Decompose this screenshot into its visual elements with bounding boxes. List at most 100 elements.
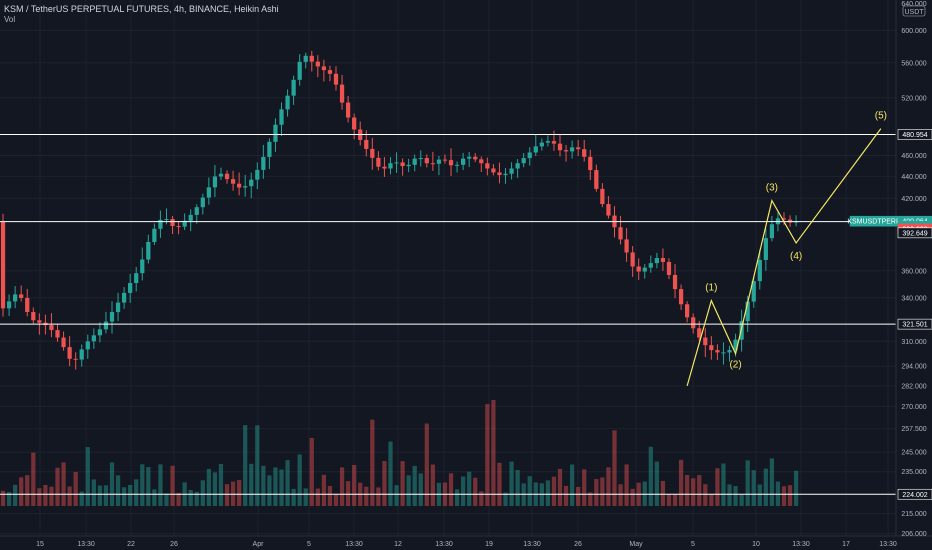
candle-body <box>769 224 775 239</box>
volume-bar <box>654 461 659 506</box>
volume-bar <box>557 468 563 506</box>
volume-bar <box>333 493 339 506</box>
price-axis[interactable]: 600.000 560.000 520.000 460.000 440.000 420.0… <box>901 28 926 538</box>
currency-badge[interactable] <box>902 5 926 17</box>
volume-bar <box>606 467 611 506</box>
volume-bar <box>430 464 435 506</box>
time-axis-label: 13:30 <box>77 541 95 548</box>
volume-bar <box>545 480 551 506</box>
volume-bar <box>212 472 218 506</box>
volume-bar <box>243 425 248 506</box>
candle-body <box>115 302 121 313</box>
candle-body <box>545 141 551 143</box>
volume-bar <box>418 473 423 506</box>
candle-body <box>140 259 145 274</box>
candle-body <box>339 84 345 103</box>
volume-bar <box>364 486 369 506</box>
volume-bar <box>249 463 254 506</box>
time-axis-label: 15 <box>36 541 44 548</box>
volume-bar <box>473 477 478 506</box>
volume-bar <box>121 487 127 506</box>
candle-body <box>218 173 224 177</box>
price-axis-label: 206.000 <box>901 531 926 538</box>
candle-body <box>37 320 42 323</box>
candle-body <box>509 168 514 174</box>
volume-bar <box>327 486 333 506</box>
volume-bar <box>19 477 24 506</box>
candle-body <box>212 176 218 188</box>
volume-bar <box>448 473 454 506</box>
volume-bar <box>424 423 429 506</box>
volume-bar <box>678 459 684 506</box>
volume-bar <box>297 454 302 506</box>
candle-body <box>327 70 333 74</box>
candle-body <box>442 159 448 161</box>
time-axis[interactable]: 15 13:30 22 26 Apr 5 13:30 12 13:30 19 13:30 26 May 5… <box>36 541 897 548</box>
candle-body <box>291 79 296 96</box>
volume-bar <box>388 441 393 506</box>
volume-bar <box>412 465 417 506</box>
candle-body <box>515 163 520 169</box>
volume-bar <box>672 494 678 506</box>
candle-body <box>715 350 720 353</box>
volume-bar <box>55 467 60 506</box>
candle-body <box>188 214 193 221</box>
price-axis-label: 520.000 <box>901 95 926 102</box>
volume-bar <box>569 464 575 506</box>
candle-body <box>418 158 423 160</box>
candle-body <box>243 186 248 188</box>
price-axis-label: 420.000 <box>901 196 926 203</box>
candle-body <box>0 221 6 309</box>
horizontal-levels[interactable] <box>0 134 896 495</box>
candle-body <box>757 259 762 282</box>
volume-bar <box>660 480 666 506</box>
candle-body <box>551 141 557 144</box>
volume-bar <box>6 492 12 506</box>
volume-bar <box>103 485 109 506</box>
candle-body <box>67 347 72 359</box>
wave-label: (3) <box>766 183 778 194</box>
volume-bar <box>73 471 78 506</box>
volume-bar <box>309 437 314 506</box>
volume-bar <box>97 485 103 506</box>
time-axis-label: 13:30 <box>345 541 363 548</box>
candle-body <box>49 325 54 331</box>
volume-bar <box>630 488 635 506</box>
candle-body <box>582 149 587 157</box>
volume-bar <box>291 488 296 506</box>
candle-body <box>352 117 357 130</box>
time-axis-label: 22 <box>127 541 135 548</box>
candle-body <box>388 163 393 169</box>
candle-body <box>182 220 187 227</box>
volume-indicator-label[interactable]: Vol <box>4 15 16 24</box>
candle-body <box>164 218 169 220</box>
candle-body <box>727 350 732 353</box>
volume-bar <box>339 467 345 506</box>
candle-body <box>285 95 290 110</box>
volume-bar <box>503 492 508 506</box>
volume-bar <box>345 481 351 506</box>
volume-bar <box>715 468 720 506</box>
volume-bar <box>273 467 278 506</box>
wave-line[interactable] <box>686 128 882 387</box>
candle-body <box>733 339 738 351</box>
volume-bar <box>13 484 18 506</box>
candle-body <box>430 163 435 165</box>
volume-bar <box>618 484 623 506</box>
candle-body <box>412 158 417 165</box>
candle-body <box>624 239 629 253</box>
grid <box>0 0 896 536</box>
volume-bar <box>267 475 272 506</box>
elliott-wave[interactable]: (1) (2) (3) (4) (5) <box>686 111 887 387</box>
volume-bar <box>461 476 466 506</box>
volume-bar <box>0 490 6 506</box>
volume-bar <box>739 494 744 506</box>
time-axis-label: 26 <box>574 541 582 548</box>
candle-body <box>315 61 320 67</box>
candle-body <box>400 162 405 167</box>
candle-body <box>642 267 647 272</box>
candle-body <box>61 337 66 348</box>
price-axis-label: 600.000 <box>901 28 926 35</box>
candle-body <box>19 294 24 298</box>
